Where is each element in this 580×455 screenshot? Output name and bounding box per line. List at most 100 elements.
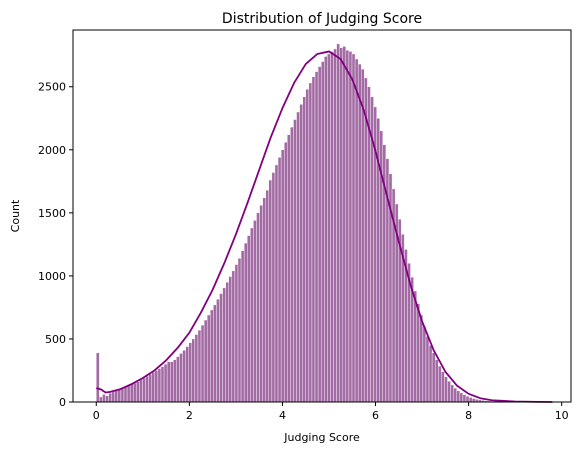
histogram-bar: [462, 394, 467, 403]
histogram-bar: [157, 368, 162, 403]
histogram-bar: [99, 396, 103, 403]
histogram-bar: [296, 111, 300, 403]
histogram-bar: [133, 382, 137, 403]
histogram-bar: [287, 134, 291, 403]
histogram-bar: [302, 96, 306, 403]
histogram-bar: [280, 149, 285, 403]
kde-line: [96, 50, 553, 403]
histogram-bar: [170, 361, 174, 403]
y-axis-label: Count: [9, 199, 22, 232]
histogram-bar: [444, 376, 448, 403]
histogram-bar: [139, 379, 143, 403]
x-axis-ticks: 0 2 4 6 8 10: [93, 402, 569, 422]
histogram-bar: [136, 381, 140, 403]
x-tick-label: 4: [279, 409, 286, 422]
x-axis-label: Judging Score: [283, 431, 360, 444]
histogram-bar: [265, 189, 270, 403]
histogram-bar: [176, 356, 180, 403]
histogram-bar: [203, 319, 208, 403]
histogram-bar: [185, 346, 189, 403]
histogram-bar: [256, 212, 260, 403]
histogram-bar: [117, 389, 122, 403]
histogram-bar: [250, 227, 254, 403]
histogram-bar: [428, 345, 433, 403]
histogram-bar: [447, 380, 451, 403]
histogram-bar: [314, 71, 319, 403]
histogram-bar: [320, 61, 325, 403]
x-tick-label: 0: [93, 409, 100, 422]
histogram-bar: [163, 363, 168, 403]
x-tick-label: 8: [465, 409, 472, 422]
histogram-bar: [243, 242, 248, 403]
histogram-bar: [339, 47, 343, 403]
histogram-bar: [274, 164, 279, 403]
histogram-bar: [96, 352, 100, 403]
histogram-bar: [166, 361, 171, 403]
histogram-bar: [191, 338, 196, 403]
histogram-bar: [345, 49, 350, 403]
histogram-bar: [234, 264, 239, 403]
histogram-bar: [413, 290, 417, 403]
histogram-bar: [419, 314, 424, 403]
histogram-bar: [126, 385, 131, 403]
histogram-bar: [253, 220, 257, 403]
histogram-bar: [361, 68, 365, 403]
histogram-bar: [216, 299, 220, 403]
histogram-bar: [317, 66, 322, 403]
histogram-bar: [333, 48, 337, 403]
histogram-bar: [160, 366, 165, 403]
histogram-bar: [145, 375, 149, 403]
histogram-bar: [311, 76, 316, 403]
histogram-bar: [431, 352, 436, 403]
histogram-bar: [293, 119, 297, 403]
histogram-bar: [268, 179, 273, 403]
histogram-bar: [247, 235, 251, 403]
histogram-bar: [357, 63, 362, 403]
histogram-bar: [151, 372, 156, 403]
histogram-bar: [120, 387, 125, 403]
histogram-bar: [330, 51, 334, 403]
histogram-bar: [364, 77, 368, 403]
histogram-bar: [173, 359, 177, 403]
histogram-bar: [305, 89, 310, 403]
histogram-bar: [471, 398, 476, 403]
histogram-bar: [210, 309, 214, 403]
histogram-bar: [465, 396, 470, 403]
histogram-bar: [336, 43, 340, 403]
histogram-bar: [188, 342, 192, 403]
y-tick-label: 500: [45, 333, 66, 346]
histogram-bar: [459, 392, 464, 403]
histogram-bar: [114, 390, 119, 403]
histogram-bar: [105, 395, 109, 403]
histogram-bar: [179, 353, 183, 403]
histogram-bar: [148, 374, 152, 403]
plot-frame: [72, 29, 572, 403]
y-tick-label: 2500: [38, 81, 66, 94]
histogram-bar: [354, 58, 359, 403]
histogram-bar: [154, 370, 159, 403]
histogram-bar: [240, 250, 245, 403]
histogram-bar: [182, 350, 186, 403]
histogram-bar: [262, 197, 266, 403]
histogram-bar: [108, 392, 112, 403]
histogram-bar: [348, 51, 353, 403]
histogram-bar: [213, 304, 217, 403]
histogram-bar: [219, 293, 223, 403]
histogram-bar: [327, 53, 331, 403]
histogram-bar: [299, 104, 303, 403]
histogram-bar: [228, 276, 233, 403]
histogram-bar: [197, 329, 202, 403]
histogram-bar: [422, 326, 427, 403]
histogram-bar: [111, 391, 115, 403]
x-tick-label: 2: [186, 409, 193, 422]
histogram-bar: [200, 324, 205, 403]
histogram-bar: [259, 205, 263, 403]
histogram-bar: [129, 384, 134, 403]
histogram-bar: [102, 394, 106, 403]
histogram-bar: [425, 336, 430, 403]
histogram-bar: [416, 303, 420, 403]
y-tick-label: 2000: [38, 144, 66, 157]
histogram-bar: [231, 270, 236, 403]
histogram-bar: [194, 334, 199, 403]
